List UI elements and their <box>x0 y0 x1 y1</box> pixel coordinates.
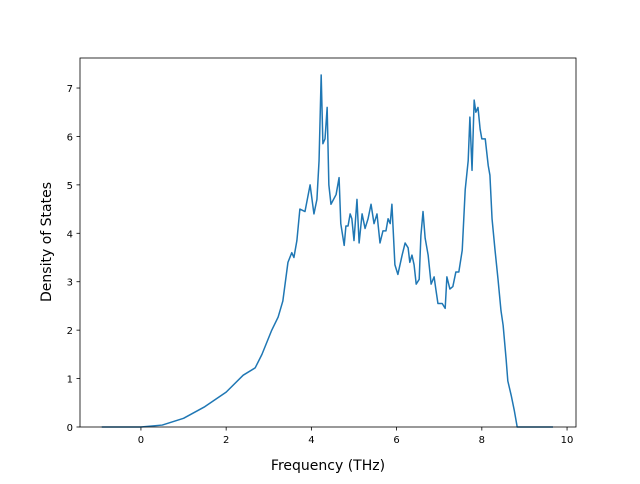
y-tick-label: 0 <box>67 423 73 434</box>
y-axis-label: Density of States <box>39 182 55 302</box>
y-tick-label: 3 <box>67 278 73 289</box>
y-tick-label: 1 <box>67 375 73 386</box>
x-tick-label: 10 <box>561 435 574 446</box>
y-tick-label: 6 <box>67 132 73 143</box>
x-tick-label: 6 <box>393 435 399 446</box>
x-tick-label: 8 <box>479 435 485 446</box>
y-tick-label: 5 <box>67 181 73 192</box>
x-axis-label: Frequency (THz) <box>271 458 385 474</box>
data-line <box>101 74 553 428</box>
x-tick-label: 0 <box>138 435 144 446</box>
y-tick-label: 7 <box>67 84 73 95</box>
x-tick-label: 2 <box>223 435 229 446</box>
plot-frame <box>79 57 577 428</box>
y-tick-label: 2 <box>67 326 73 337</box>
y-tick-label: 4 <box>67 229 73 240</box>
x-tick-label: 4 <box>308 435 314 446</box>
